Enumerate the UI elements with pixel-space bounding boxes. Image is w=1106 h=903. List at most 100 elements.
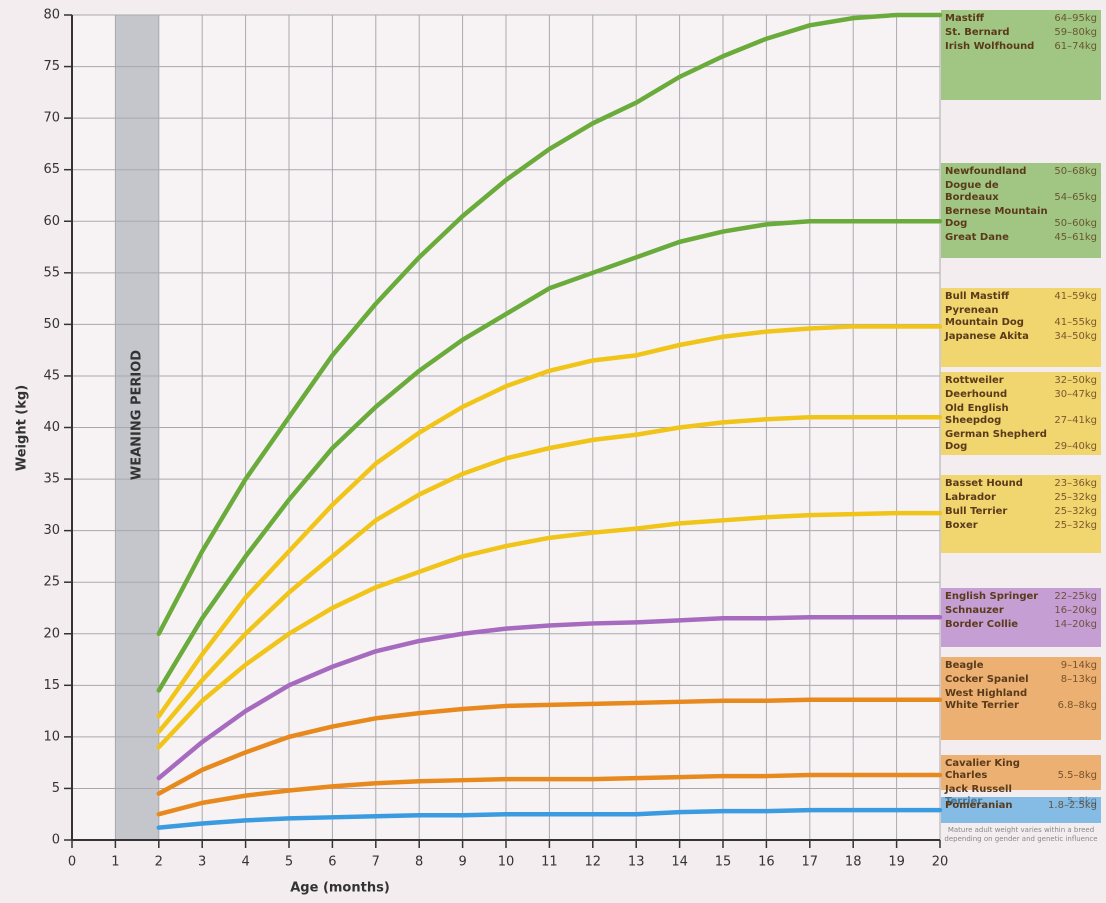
breed-name: Pyrenean Mountain Dog <box>945 305 1024 328</box>
breed-range: 61–74kg <box>1054 41 1097 52</box>
breed-name: Japanese Akita <box>945 331 1029 342</box>
breed-range: 41–55kg <box>1054 317 1097 328</box>
series-line <box>156 615 943 781</box>
breed-range: 25–32kg <box>1054 492 1097 503</box>
x-tick-label: 6 <box>328 855 336 870</box>
y-tick-label: 5 <box>52 781 60 796</box>
breed-name: Irish Wolfhound <box>945 41 1035 52</box>
x-tick-label: 17 <box>802 855 819 870</box>
x-tick-label: 4 <box>241 855 249 870</box>
breed-range: 59–80kg <box>1054 27 1097 38</box>
breed-range: 8–13kg <box>1060 674 1097 685</box>
x-tick-label: 18 <box>845 855 862 870</box>
breed-name: West Highland White Terrier <box>945 688 1028 711</box>
legend-entry: Schnauzer 16–20kg <box>945 605 1097 617</box>
legend-entry: Pomeranian 1.8–2.5kg <box>945 800 1097 812</box>
breed-name: St. Bernard <box>945 27 1010 38</box>
x-tick-label: 13 <box>628 855 645 870</box>
x-tick-label: 7 <box>372 855 380 870</box>
breed-name: Bull Mastiff <box>945 291 1010 302</box>
x-tick-label: 12 <box>585 855 602 870</box>
y-tick-label: 55 <box>43 265 60 280</box>
breed-name: Old English Sheepdog <box>945 403 1009 426</box>
legend-box: Bull Mastiff 41–59kg Pyrenean Mountain Dog… <box>941 288 1101 367</box>
breed-name: Border Collie <box>945 619 1019 630</box>
legend-entry: Bull Terrier 25–32kg <box>945 506 1097 518</box>
breed-range: 9–14kg <box>1060 660 1097 671</box>
y-tick-label: 50 <box>43 317 60 332</box>
x-tick-label: 20 <box>932 855 949 870</box>
breed-range: 64–95kg <box>1054 13 1097 24</box>
series-line <box>156 510 943 750</box>
x-axis-label: Age (months) <box>290 881 390 896</box>
series-line <box>156 807 943 830</box>
legend-entry: Cavalier King Charles 5.5–8kg <box>945 758 1097 782</box>
breed-range: 5.5–8kg <box>1057 770 1097 781</box>
x-tick-label: 1 <box>111 855 119 870</box>
legend-box: Mastiff 64–95kg St. Bernard 59–80kg Irish Wo… <box>941 10 1101 100</box>
legend-box: Newfoundland 50–68kg Dogue de Bordeaux 54–6… <box>941 163 1101 258</box>
x-tick-label: 14 <box>671 855 688 870</box>
breed-range: 27–41kg <box>1054 415 1097 426</box>
y-tick-label: 35 <box>43 472 60 487</box>
y-tick-label: 80 <box>43 8 60 23</box>
legend-entry: Labrador 25–32kg <box>945 492 1097 504</box>
legend-box: Beagle 9–14kg Cocker Spaniel 8–13kg West Hig… <box>941 657 1101 740</box>
breed-name: Great Dane <box>945 232 1009 243</box>
legend-entry: Irish Wolfhound 61–74kg <box>945 41 1097 53</box>
x-tick-label: 11 <box>541 855 558 870</box>
x-tick-label: 8 <box>415 855 423 870</box>
legend-entry: Newfoundland 50–68kg <box>945 166 1097 178</box>
breed-name: Cavalier King Charles <box>945 758 1020 781</box>
y-tick-label: 40 <box>43 420 60 435</box>
legend-entry: Great Dane 45–61kg <box>945 232 1097 244</box>
legend-entry: Dogue de Bordeaux 54–65kg <box>945 180 1097 204</box>
y-tick-label: 65 <box>43 162 60 177</box>
legend-entry: German Shepherd Dog 29–40kg <box>945 429 1097 453</box>
x-tick-label: 19 <box>888 855 905 870</box>
legend-box: Rottweiler 32–50kg Deerhound 30–47kg Old Eng… <box>941 372 1101 455</box>
legend-entry: Rottweiler 32–50kg <box>945 375 1097 387</box>
legend-box: Basset Hound 23–36kg Labrador 25–32kg Bull T… <box>941 475 1101 553</box>
breed-name: Dogue de Bordeaux <box>945 180 999 203</box>
breed-name: Boxer <box>945 520 978 531</box>
footnote: Mature adult weight varies within a bree… <box>944 826 1098 843</box>
breed-name: Rottweiler <box>945 375 1004 386</box>
breed-range: 50–60kg <box>1054 218 1097 229</box>
legend-entry: St. Bernard 59–80kg <box>945 27 1097 39</box>
y-tick-label: 70 <box>43 111 60 126</box>
x-tick-label: 10 <box>498 855 515 870</box>
breed-name: Newfoundland <box>945 166 1027 177</box>
legend-box: Pomeranian 1.8–2.5kg <box>941 797 1101 823</box>
x-tick-label: 16 <box>758 855 775 870</box>
breed-name: Basset Hound <box>945 478 1023 489</box>
breed-name: Bernese Mountain Dog <box>945 206 1048 229</box>
breed-range: 22–25kg <box>1054 591 1097 602</box>
legend-box: English Springer 22–25kg Schnauzer 16–20kg B… <box>941 588 1101 647</box>
legend-entry: Basset Hound 23–36kg <box>945 478 1097 490</box>
breed-range: 6.8–8kg <box>1057 700 1097 711</box>
y-tick-label: 60 <box>43 214 60 229</box>
y-axis-label: Weight (kg) <box>15 385 30 471</box>
breed-name: Beagle <box>945 660 984 671</box>
breed-range: 16–20kg <box>1054 605 1097 616</box>
x-tick-label: 5 <box>285 855 293 870</box>
breed-range: 23–36kg <box>1054 478 1097 489</box>
y-tick-label: 45 <box>43 368 60 383</box>
legend-entry: Japanese Akita 34–50kg <box>945 331 1097 343</box>
breed-range: 29–40kg <box>1054 441 1097 452</box>
breed-range: 30–47kg <box>1054 389 1097 400</box>
breed-range: 54–65kg <box>1054 192 1097 203</box>
legend-entry: Pyrenean Mountain Dog 41–55kg <box>945 305 1097 329</box>
breed-name: English Springer <box>945 591 1039 602</box>
y-tick-label: 75 <box>43 59 60 74</box>
legend-entry: Cocker Spaniel 8–13kg <box>945 674 1097 686</box>
legend-entry: West Highland White Terrier 6.8–8kg <box>945 688 1097 712</box>
y-tick-label: 30 <box>43 523 60 538</box>
breed-name: Deerhound <box>945 389 1008 400</box>
breed-name: Bull Terrier <box>945 506 1008 517</box>
breed-name: Cocker Spaniel <box>945 674 1029 685</box>
legend-entry: Boxer 25–32kg <box>945 520 1097 532</box>
legend-entry: Bull Mastiff 41–59kg <box>945 291 1097 303</box>
